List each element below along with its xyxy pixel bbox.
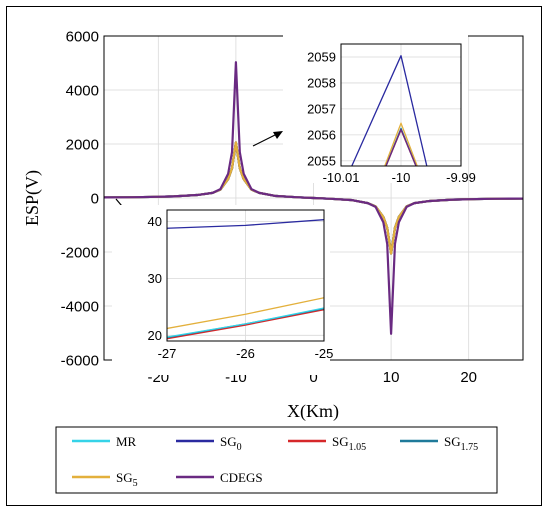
- inset-top-right: -10.01 -10 -9.99 2055 2056 2057 2058 2059: [283, 35, 476, 185]
- x-tick-label: 10: [383, 369, 400, 386]
- series-line-sg-1_05: [167, 309, 324, 340]
- y-tick-label: 20: [148, 328, 162, 343]
- main-plot: [104, 61, 523, 335]
- zoom-arrow-top: [252, 131, 283, 147]
- legend-label: SG0: [220, 434, 242, 453]
- inset-lower-left: -27 -26 -25 20 30 40: [112, 205, 333, 375]
- series-line-sg-5: [384, 122, 418, 166]
- x-tick-label: -10.01: [323, 170, 360, 185]
- y-tick-label: -6000: [61, 352, 99, 369]
- series-line-sg-5: [167, 297, 324, 330]
- legend-label: CDEGS: [220, 470, 263, 485]
- y-tick-label: 2059: [307, 50, 336, 65]
- x-tick-label: 0: [309, 369, 317, 386]
- legend-label: SG5: [116, 470, 138, 489]
- legend-item-sg-5: SG5: [72, 470, 138, 489]
- legend-label: MR: [116, 434, 137, 449]
- x-tick-label: -27: [158, 346, 177, 361]
- x-axis-label: X(Km): [287, 401, 339, 422]
- y-tick-label: 2058: [307, 75, 336, 90]
- y-tick-label: 2056: [307, 127, 336, 142]
- series-line-mr: [167, 307, 324, 338]
- legend-box: [55, 426, 498, 494]
- y-tick-label: 2055: [307, 153, 336, 168]
- y-tick-label: 4000: [66, 82, 99, 99]
- y-tick-label: 30: [148, 271, 162, 286]
- x-tick-label: 20: [460, 369, 477, 386]
- x-tick-label: -10: [392, 170, 411, 185]
- y-tick-label: -2000: [61, 244, 99, 261]
- legend-item-cdegs: CDEGS: [176, 470, 263, 485]
- y-tick-label: 2000: [66, 136, 99, 153]
- x-tick-label: -26: [236, 346, 255, 361]
- y-tick-label: 2057: [307, 101, 336, 116]
- y-tick-label: 0: [91, 190, 99, 207]
- series-line-cdegs: [385, 129, 417, 166]
- series-line-sg-0: [167, 219, 324, 229]
- legend-item-sg-0: SG0: [176, 434, 242, 453]
- series-line-sg-0: [351, 55, 428, 166]
- y-tick-label: 40: [148, 214, 162, 229]
- y-tick-label: 6000: [66, 28, 99, 45]
- figure-frame: [6, 6, 542, 506]
- y-tick-label: -4000: [61, 298, 99, 315]
- series-line-cdegs: [104, 61, 523, 335]
- x-tick-label: -9.99: [446, 170, 476, 185]
- legend-item-mr: MR: [72, 434, 137, 449]
- x-tick-label: -25: [315, 346, 334, 361]
- y-axis-label: ESP(V): [22, 170, 43, 226]
